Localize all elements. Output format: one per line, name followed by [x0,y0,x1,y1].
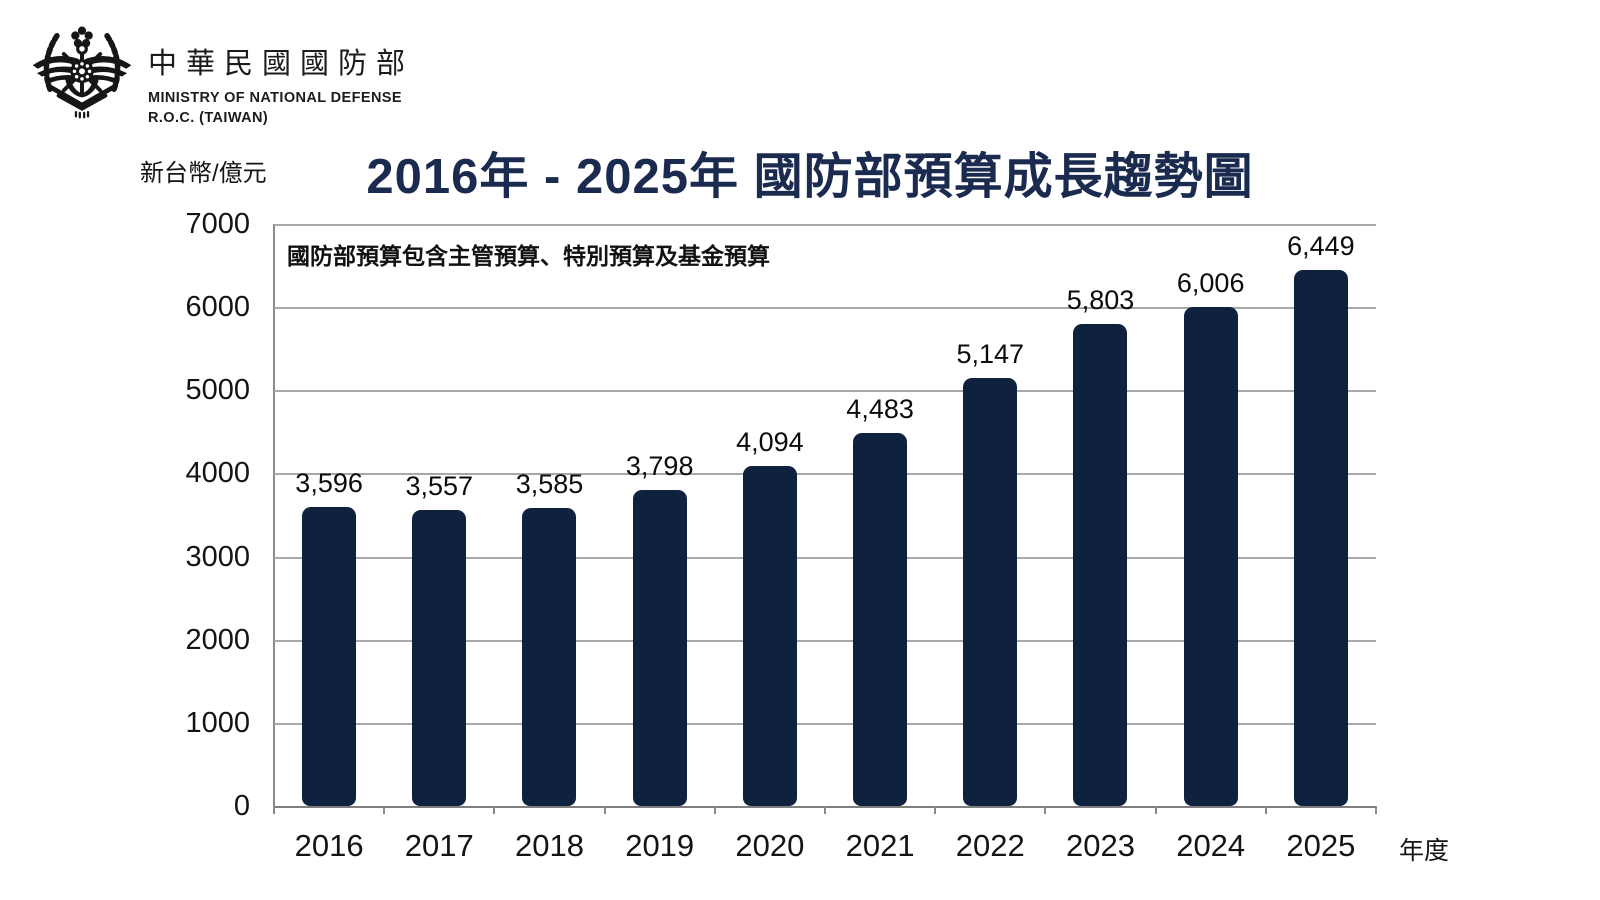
bar-value-label-2020: 4,094 [736,427,804,457]
y-tick-label-7000: 7000 [185,208,250,240]
y-tick-label-5000: 5000 [185,374,250,407]
x-category-label-2020: 2020 [735,828,805,863]
bar-2022 [963,378,1018,806]
y-tick-label-4000: 4000 [185,457,250,490]
bar-value-label-2023: 5,803 [1066,285,1135,315]
bar-2017 [412,510,467,806]
bar-group-2019: 3,798 2019 [605,224,715,863]
x-axis-tick [493,806,496,814]
org-name-en: MINISTRY OF NATIONAL DEFENSE R.O.C. (TAI… [148,89,414,128]
org-text: 中華民國國防部 MINISTRY OF NATIONAL DEFENSE R.O… [148,22,414,128]
bar-group-2020: 4,094 2020 [715,224,825,863]
gridline-3000 [274,556,1376,559]
mnd-logo-block: 中華民國國防部 MINISTRY OF NATIONAL DEFENSE R.O… [30,22,414,128]
gridline-2000 [274,639,1376,642]
bar-value-label-2018: 3,585 [515,469,584,499]
x-axis-tick [713,806,716,814]
x-axis-tick [273,806,275,814]
y-tick-label-0: 0 [233,790,250,822]
gridline-7000 [274,224,1376,226]
chart-annotation: 國防部預算包含主管預算、特別預算及基金預算 [287,243,770,269]
y-axis-unit-label: 新台幣/億元 [140,160,267,187]
x-axis-tick [824,806,826,814]
bar-2019 [632,490,687,806]
x-category-label-2018: 2018 [515,828,584,863]
bar-value-label-2016: 3,596 [295,468,363,498]
x-category-label-2019: 2019 [625,828,695,863]
gridline-4000 [274,473,1376,476]
bar-2025 [1293,270,1348,806]
bar-2024 [1183,307,1238,806]
bar-value-label-2019: 3,798 [625,451,694,481]
x-axis-tick [1264,806,1267,814]
bar-chart-plot-area: 國防部預算包含主管預算、特別預算及基金預算 0 1000 2000 3000 4000 5… [185,208,1377,863]
y-tick-label-3000: 3000 [185,540,250,573]
x-category-label-2023: 2023 [1066,828,1135,863]
bar-2016 [302,507,357,806]
y-tick-label-6000: 6000 [185,291,250,324]
bar-2023 [1073,324,1128,806]
bar-2021 [853,433,908,806]
bar-group-2021: 4,483 2021 [825,224,935,863]
x-axis-tick [934,806,937,814]
x-category-label-2024: 2024 [1176,828,1246,863]
x-axis-title: 年度 [1399,837,1450,865]
x-axis-tick [1375,806,1377,814]
y-tick-label-1000: 1000 [185,706,250,739]
org-name-en-line1: MINISTRY OF NATIONAL DEFENSE [148,90,402,106]
x-axis-tick [603,806,606,814]
x-axis-tick [1044,806,1047,814]
bar-value-label-2021: 4,483 [846,394,914,424]
bar-2018 [522,508,577,806]
bar-value-label-2024: 6,006 [1176,268,1245,298]
bar-group-2017: 3,557 2017 [384,224,494,863]
org-name-en-line2: R.O.C. (TAIWAN) [148,109,269,126]
x-category-label-2025: 2025 [1286,828,1356,863]
bar-group-2024: 6,006 2024 [1156,224,1266,863]
x-category-label-2022: 2022 [955,828,1025,863]
bar-group-2016: 3,596 2016 [274,224,384,863]
bar-group-2023: 5,803 2023 [1045,224,1155,863]
bar-group-2018: 3,585 2018 [494,224,604,863]
y-axis-line [273,224,275,806]
bar-group-2025: 6,449 2025 [1266,224,1376,863]
x-category-label-2016: 2016 [294,828,364,863]
gridline-1000 [274,722,1376,725]
y-tick-label-2000: 2000 [185,623,250,656]
bar-value-label-2017: 3,557 [405,471,474,501]
gridline-5000 [274,390,1376,393]
bar-value-label-2022: 5,147 [956,339,1025,369]
bar-value-label-2025: 6,449 [1287,231,1355,261]
gridline-6000 [274,307,1376,310]
x-category-label-2017: 2017 [404,828,474,863]
bar-2020 [742,466,797,806]
bar-group-2022: 5,147 2022 [935,224,1045,863]
chart-title: 2016年 - 2025年 國防部預算成長趨勢圖 [366,150,1254,204]
x-category-label-2021: 2021 [845,828,915,863]
x-axis-tick [1154,806,1157,814]
mnd-roc-emblem-icon [32,26,132,119]
x-axis-tick [383,806,386,814]
org-name-zh: 中華民國國防部 [148,48,415,80]
